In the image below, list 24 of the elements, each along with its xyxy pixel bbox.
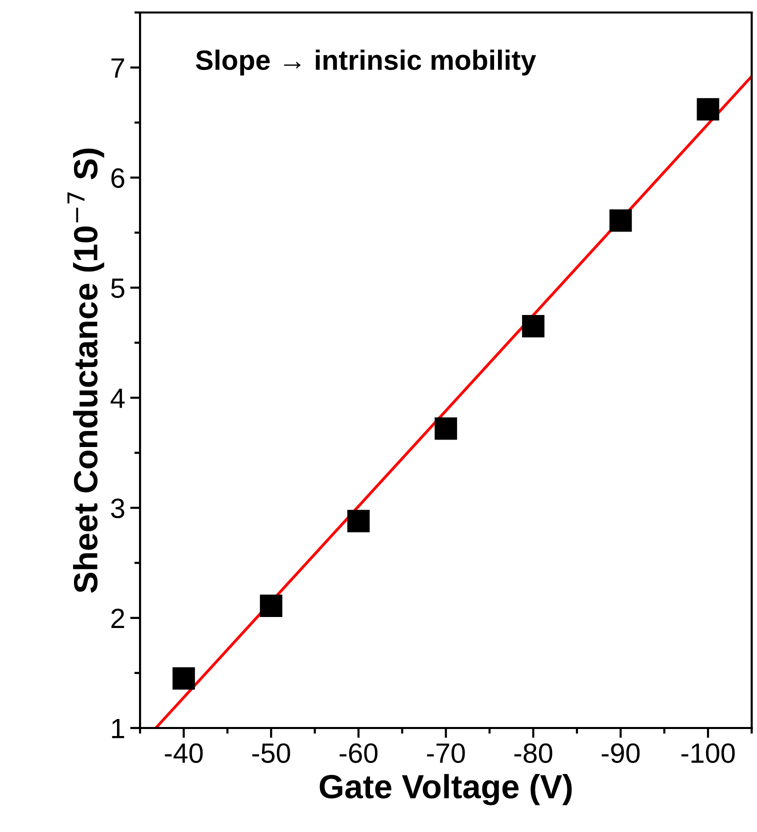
y-tick-label: 2 (111, 608, 124, 628)
y-tick-label: 3 (111, 498, 124, 518)
x-tick-label: -90 (602, 743, 640, 763)
x-tick-label: -50 (252, 743, 290, 763)
y-axis-title: Sheet Conductance (10$^{−7}$ S) (67, 148, 104, 593)
y-tick-label: 5 (111, 278, 124, 298)
point (172, 667, 195, 690)
point (434, 417, 458, 440)
x-tick-label: -70 (427, 743, 465, 763)
y-tick-label: 7 (111, 58, 124, 78)
point (260, 594, 282, 618)
x-tick-label: -60 (340, 743, 378, 763)
x-axis-title: Gate Voltage (V) (320, 774, 572, 806)
point (522, 315, 544, 338)
annotation: Slope → intrinsic mobility (196, 50, 536, 76)
x-tick-label: -100 (681, 743, 735, 763)
point (347, 510, 370, 532)
x-tick-label: -40 (164, 743, 203, 763)
y-tick-label: 1 (112, 718, 124, 738)
point (696, 98, 720, 121)
y-tick-label: 6 (111, 168, 124, 188)
y-tick-label: 4 (110, 388, 125, 408)
x-tick-label: -80 (514, 743, 552, 763)
point (609, 209, 632, 232)
